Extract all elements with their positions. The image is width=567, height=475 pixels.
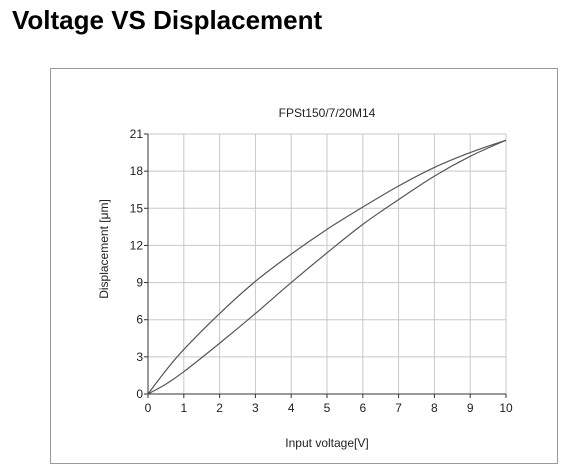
y-tick-label: 0 bbox=[136, 387, 143, 401]
chart-title: FPSt150/7/20M14 bbox=[279, 106, 376, 120]
x-tick-label: 9 bbox=[467, 401, 474, 415]
series-line-lower bbox=[147, 139, 507, 395]
y-tick-label: 18 bbox=[130, 164, 144, 178]
page-heading: Voltage VS Displacement bbox=[12, 5, 323, 35]
x-tick-label: 10 bbox=[499, 401, 513, 415]
x-tick-label: 7 bbox=[395, 401, 402, 415]
series-line-upper bbox=[147, 139, 507, 395]
x-axis-label: Input voltage[V] bbox=[285, 436, 368, 450]
y-tick-label: 12 bbox=[130, 238, 144, 252]
y-tick-label: 15 bbox=[130, 201, 144, 215]
x-tick-label: 1 bbox=[180, 401, 187, 415]
x-tick-label: 0 bbox=[145, 401, 152, 415]
series-layer bbox=[147, 139, 507, 395]
y-tick-label: 9 bbox=[136, 276, 143, 290]
x-tick-label: 3 bbox=[252, 401, 259, 415]
y-tick-label: 3 bbox=[136, 350, 143, 364]
x-tick-label: 5 bbox=[324, 401, 331, 415]
y-tick-label: 6 bbox=[136, 313, 143, 327]
y-tick-label: 21 bbox=[130, 127, 144, 141]
chart-frame: 0 1 2 3 4 5 6 7 8 9 10 0 3 6 9 12 15 18 21 FPSt150/7/20M14… bbox=[50, 68, 558, 464]
x-tick-label: 8 bbox=[431, 401, 438, 415]
y-axis-label: Displacement [μm] bbox=[97, 199, 111, 299]
x-tick-label: 2 bbox=[216, 401, 223, 415]
x-tick-label: 6 bbox=[359, 401, 366, 415]
grid-layer bbox=[147, 133, 507, 395]
x-tick-label: 4 bbox=[288, 401, 295, 415]
